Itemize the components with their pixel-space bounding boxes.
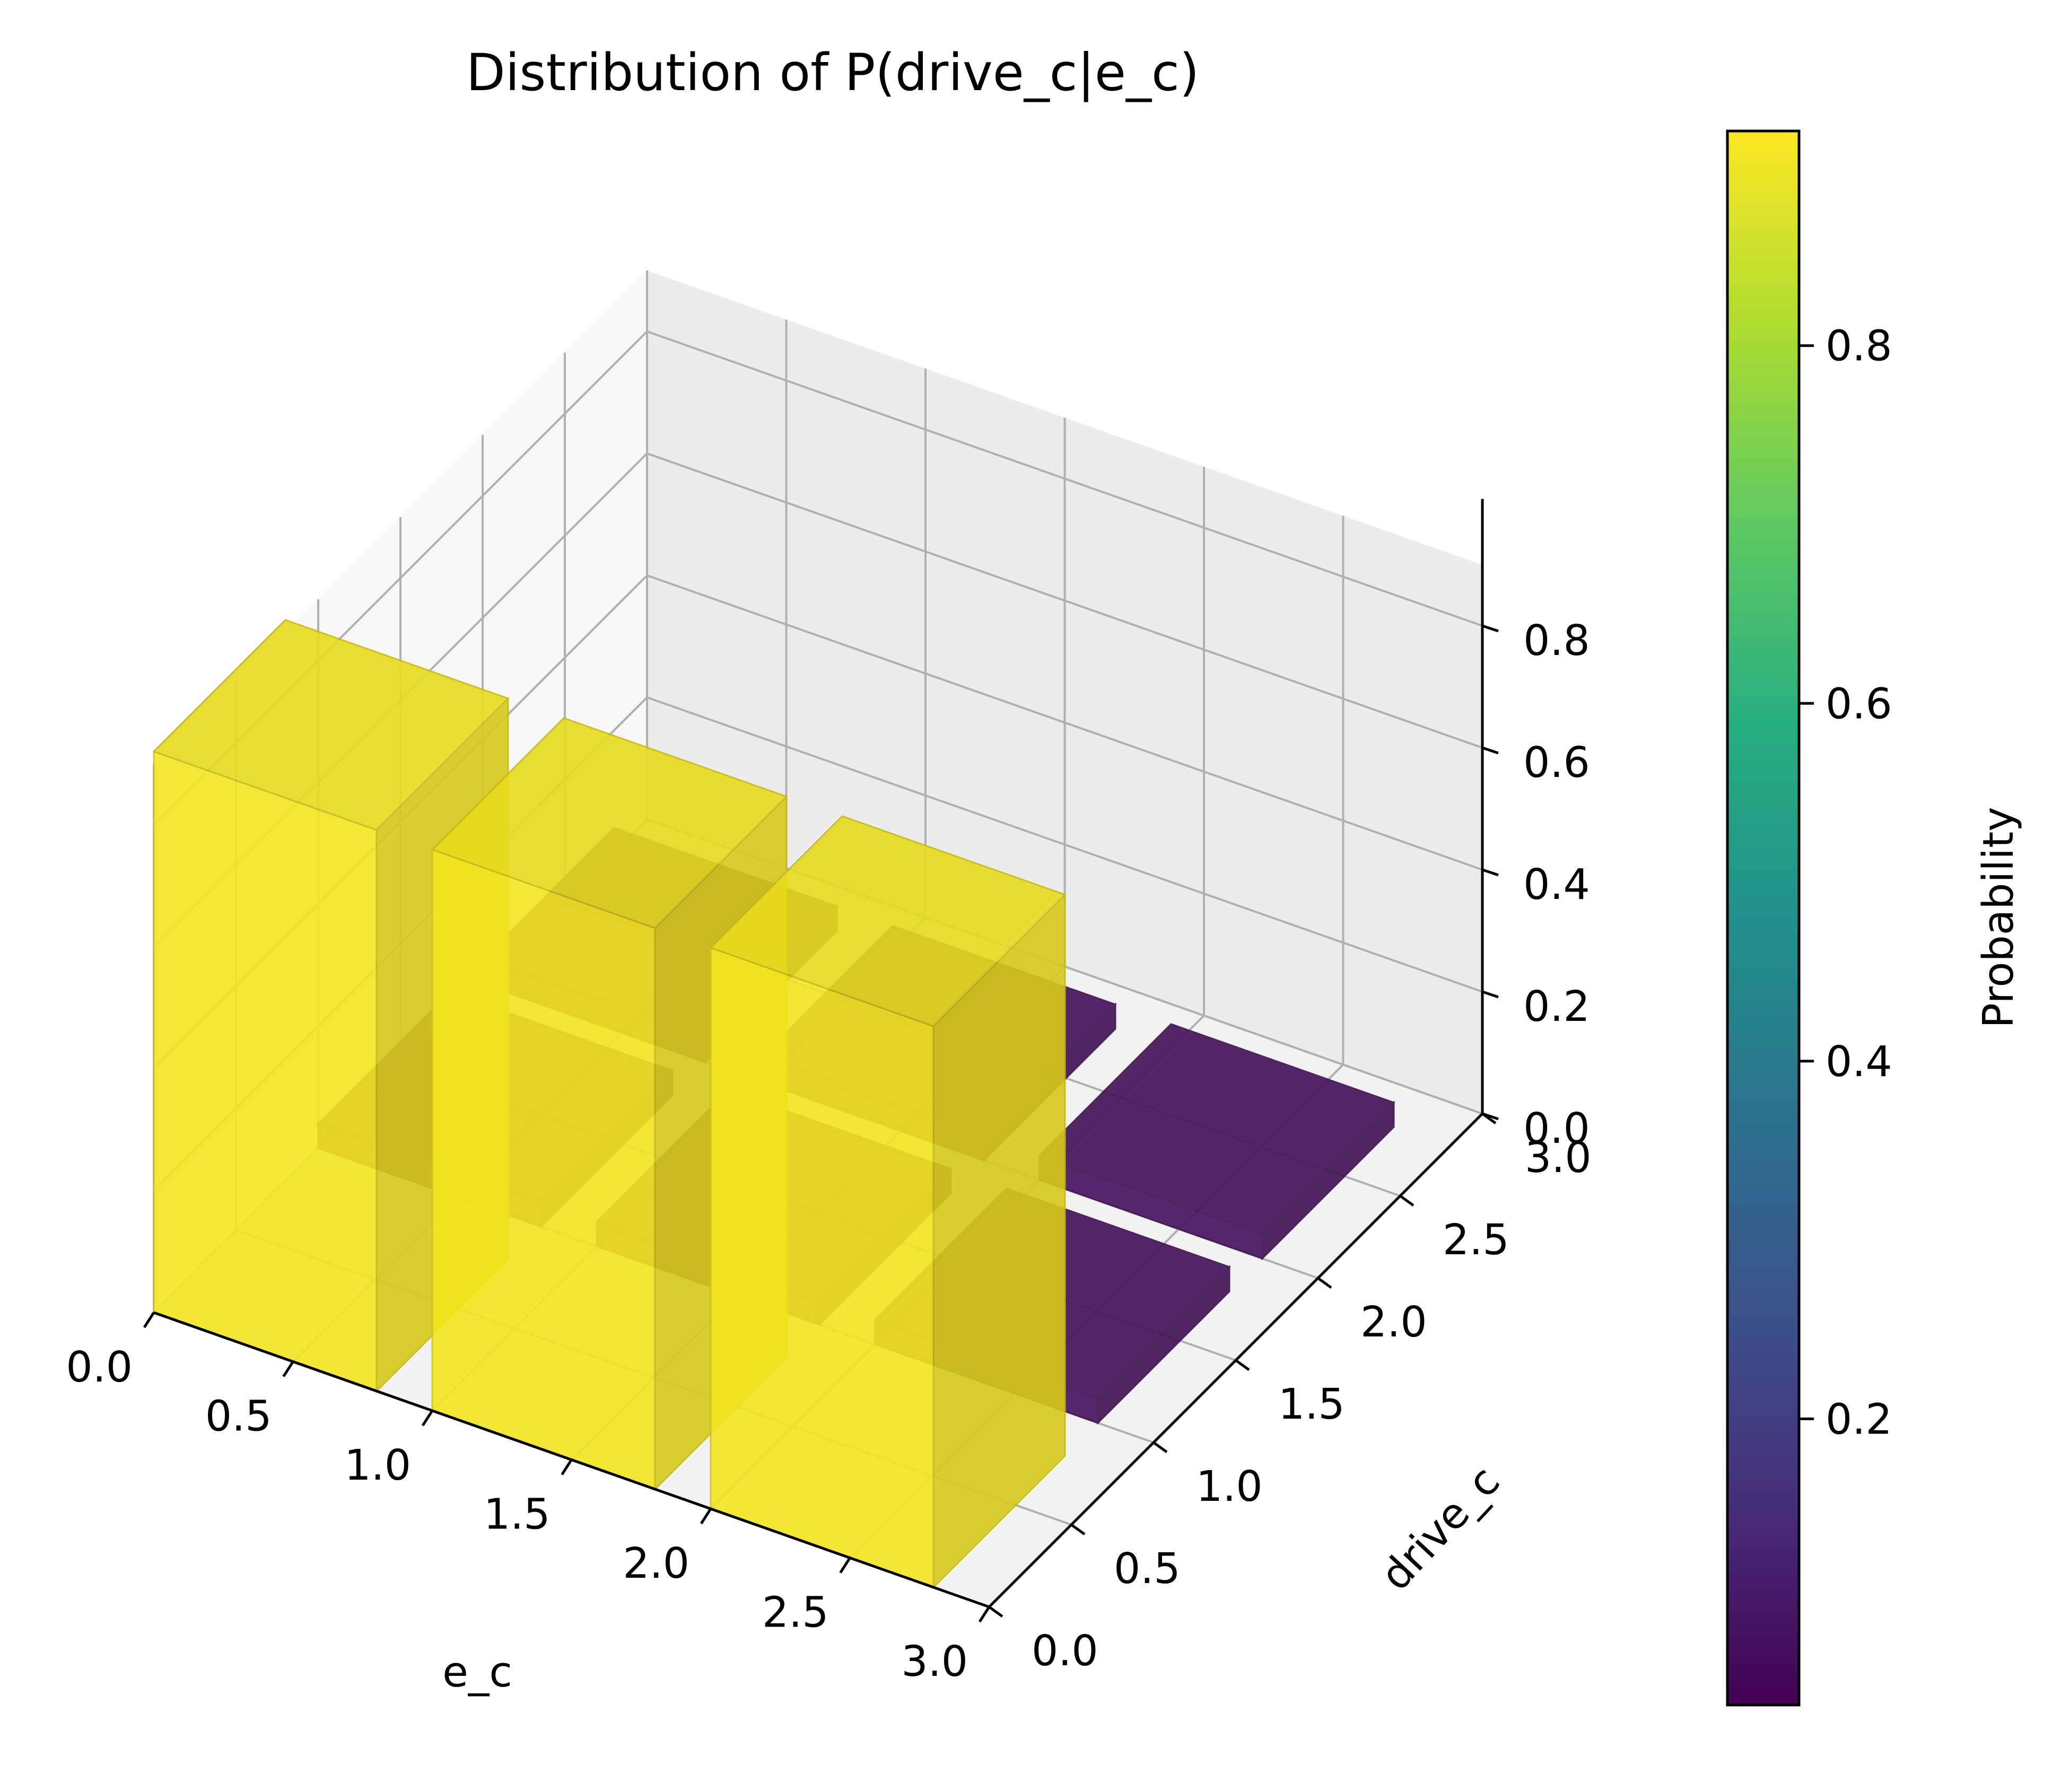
bar-top-face [431,717,788,929]
y-tick-mark [1152,1441,1168,1454]
chart-title: Distribution of P(drive_c|e_c) [466,43,1199,103]
bar-top-face [709,815,1067,1027]
x-tick-label: 3.0 [901,1637,968,1686]
colorbar-tick-label: 0.2 [1826,1395,1892,1444]
x-tick-mark [839,1557,851,1574]
colorbar-tick-label: 0.8 [1826,322,1892,371]
colorbar: Probability 0.2 0.4 0.6 0.8 [1726,129,2023,1707]
bar-top-face [152,619,510,831]
grid-line [647,696,1483,993]
y-tick-mark [1399,1194,1414,1207]
x-tick-label: 2.0 [623,1539,689,1588]
colorbar-tick-label: 0.4 [1826,1037,1892,1086]
bar-top-face [1038,1023,1395,1235]
y-tick-mark [1317,1277,1332,1289]
x-tick-mark [421,1410,434,1427]
colorbar-gradient [1726,129,1801,1707]
grid-line [647,452,1483,749]
grid-line [647,330,1483,627]
y-tick-mark [1235,1359,1250,1371]
y-tick-mark [1070,1523,1086,1536]
x-tick-mark [282,1361,294,1377]
colorbar-tick-label: 0.6 [1826,679,1892,728]
bar [1038,1023,1395,1261]
z-tick-label: 0.0 [1523,1104,1590,1153]
x-axis-label: e_c [442,1648,512,1697]
grid-line [647,574,1483,871]
y-tick-label: 0.0 [1032,1627,1098,1675]
x-tick-mark [561,1459,573,1475]
axes-lines [143,499,1499,1623]
bar-front-face [153,750,378,1393]
z-tick-label: 0.8 [1523,616,1590,665]
y-tick-label: 2.5 [1443,1216,1509,1264]
bar-front-face [431,848,656,1491]
z-tick-mark [1482,624,1499,633]
colorbar-label: Probability [1974,807,2023,1028]
x-tick-label: 0.0 [66,1343,133,1392]
z-tick-mark [1482,1112,1499,1121]
y-axis-label: drive_c [1371,1457,1509,1600]
x-tick-mark [978,1606,991,1623]
y-tick-label: 1.0 [1196,1462,1263,1511]
y-tick-label: 2.0 [1360,1298,1427,1347]
bars [152,619,1395,1589]
x-tick-mark [143,1312,155,1328]
y-tick-label: 0.5 [1114,1544,1181,1593]
z-tick-label: 0.2 [1523,982,1590,1031]
x-tick-label: 0.5 [205,1392,272,1441]
x-tick-label: 1.5 [484,1490,551,1539]
z-tick-label: 0.4 [1523,860,1590,909]
x-tick-label: 1.0 [344,1441,411,1490]
y-tick-mark [988,1605,1003,1618]
z-tick-label: 0.6 [1523,738,1590,787]
y-tick-label: 1.5 [1278,1380,1345,1429]
z-tick-mark [1482,746,1499,755]
z-tick-mark [1482,868,1499,877]
z-tick-mark [1482,990,1499,999]
bar-front-face [710,946,935,1589]
x-tick-mark [700,1508,712,1525]
bar [709,815,1067,1589]
y-tick-label: 3.0 [1525,1133,1592,1182]
x-tick-label: 2.5 [762,1588,829,1637]
tick-labels: 0.00.51.01.52.02.53.0 0.00.51.01.52.02.53… [66,616,1591,1686]
